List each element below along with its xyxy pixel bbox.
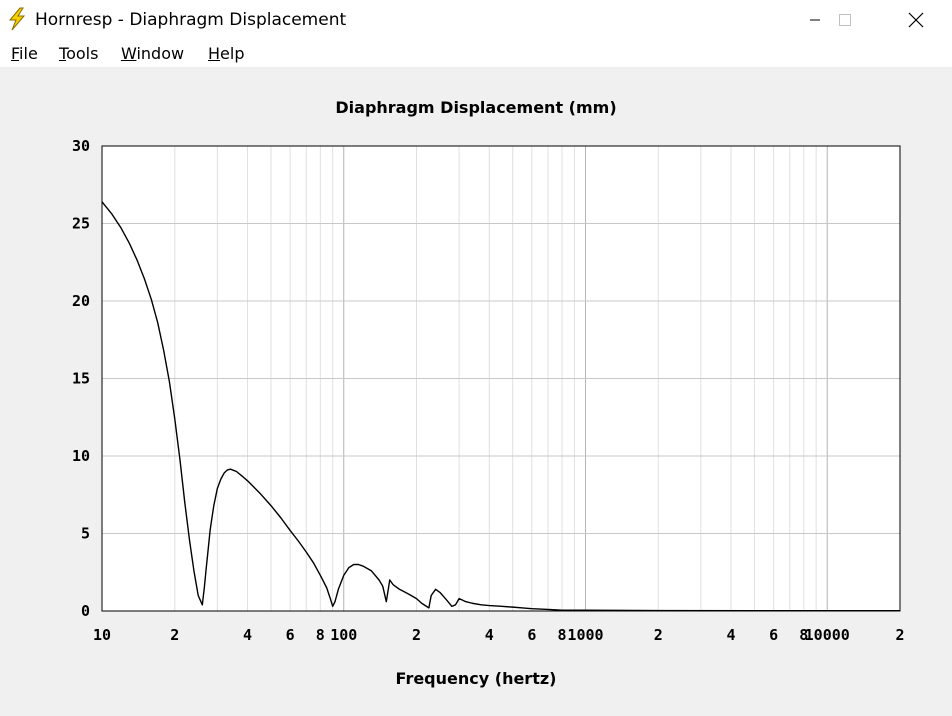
x-tick-label: 6 xyxy=(769,626,778,644)
x-tick-label: 2 xyxy=(170,626,179,644)
x-tick-label: 2 xyxy=(412,626,421,644)
y-tick-label: 30 xyxy=(72,137,90,155)
series-group xyxy=(101,201,900,612)
y-tick-label: 20 xyxy=(72,292,90,310)
x-tick-label: 4 xyxy=(727,626,736,644)
x-tick-label: 1000 xyxy=(567,626,603,644)
menu-tools[interactable]: Tools xyxy=(59,44,99,63)
maximize-button[interactable] xyxy=(822,0,868,40)
x-tick-label: 2 xyxy=(895,626,904,644)
x-tick-label: 10 xyxy=(93,626,111,644)
y-tick-label: 0 xyxy=(81,602,90,620)
menu-file[interactable]: File xyxy=(11,44,38,63)
minimize-button[interactable] xyxy=(792,0,838,40)
maximize-icon xyxy=(838,13,852,27)
series-line xyxy=(101,201,900,612)
menu-window[interactable]: Window xyxy=(121,44,185,63)
menu-bar: File Tools Window Help xyxy=(0,40,952,67)
y-tick-label: 25 xyxy=(72,215,90,233)
x-tick-label: 10000 xyxy=(805,626,850,644)
x-tick-label: 4 xyxy=(485,626,494,644)
window-title: Hornresp - Diaphragm Displacement xyxy=(35,10,347,30)
close-icon xyxy=(908,12,924,28)
x-tick-label: 8 xyxy=(799,626,808,644)
x-tick-label: 4 xyxy=(243,626,252,644)
x-tick-label: 2 xyxy=(654,626,663,644)
y-axis-ticks: 0 5 10 15 20 25 30 xyxy=(72,137,90,620)
x-tick-label: 8 xyxy=(558,626,567,644)
x-tick-label: 6 xyxy=(527,626,536,644)
x-tick-label: 8 xyxy=(316,626,325,644)
lightning-icon xyxy=(6,7,28,31)
x-tick-label: 100 xyxy=(330,626,357,644)
chart-title: Diaphragm Displacement (mm) xyxy=(335,98,617,117)
minimize-icon xyxy=(809,14,821,26)
x-axis-label: Frequency (hertz) xyxy=(395,669,557,688)
close-button[interactable] xyxy=(893,0,939,40)
plot-frame xyxy=(101,145,901,612)
menu-help[interactable]: Help xyxy=(208,44,245,63)
y-tick-label: 10 xyxy=(72,447,90,465)
x-tick-label: 6 xyxy=(286,626,295,644)
y-tick-label: 5 xyxy=(81,525,90,543)
title-bar[interactable]: Hornresp - Diaphragm Displacement xyxy=(0,0,952,40)
y-tick-label: 15 xyxy=(72,370,90,388)
